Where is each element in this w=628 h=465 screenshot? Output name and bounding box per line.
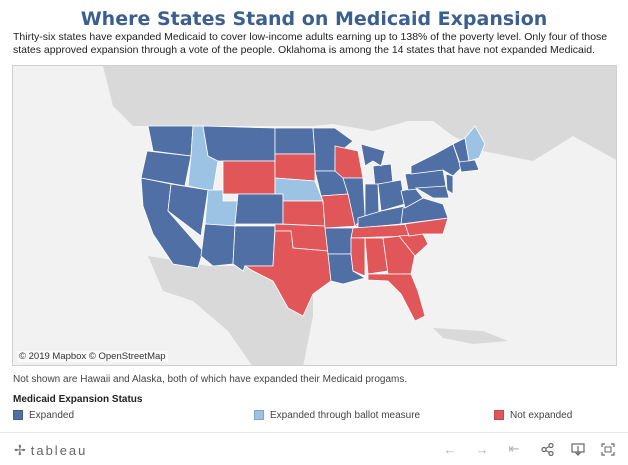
map-view[interactable]: © 2019 Mapbox © OpenStreetMap [12,65,617,366]
state-mississippi[interactable] [350,237,366,277]
fullscreen-icon[interactable] [598,440,618,458]
state-colorado[interactable] [234,193,284,225]
state-new-jersey[interactable] [445,173,454,195]
legend-item-expanded[interactable]: Expanded [13,409,74,421]
mexico-land [148,256,313,365]
state-texas[interactable] [243,230,332,317]
us-map[interactable] [13,66,617,366]
map-note: Not shown are Hawaii and Alaska, both of… [13,374,408,385]
state-massachusetts-ct-ri[interactable] [458,159,480,173]
state-maryland[interactable] [414,185,450,199]
state-north-dakota[interactable] [274,127,316,155]
state-utah[interactable] [204,189,239,227]
state-wyoming[interactable] [222,160,276,195]
canada-land [103,66,616,161]
tableau-wordmark: tableau [30,443,88,458]
revert-icon[interactable]: ⇤ [508,441,520,456]
legend-swatch-ballot [254,410,264,420]
state-florida[interactable] [367,273,426,322]
state-ohio[interactable] [377,179,406,212]
state-missouri[interactable] [320,193,359,229]
state-new-mexico[interactable] [232,225,276,272]
legend-item-not-expanded[interactable]: Not expanded [494,409,572,421]
legend-swatch-not-expanded [494,410,504,420]
state-new-york[interactable] [410,143,462,177]
legend-item-ballot[interactable]: Expanded through ballot measure [254,409,420,421]
tableau-toolbar: ✢ tableau ← → ⇤ [0,432,628,465]
state-nevada[interactable] [167,183,209,237]
legend-swatch-expanded [13,410,23,420]
legend-label: Expanded [29,409,75,421]
legend-label: Not expanded [510,409,573,421]
redo-icon[interactable]: → [475,441,489,457]
legend-title: Medicaid Expansion Status [13,394,143,405]
state-montana[interactable] [202,125,276,162]
state-michigan[interactable] [360,143,394,187]
states-layer[interactable] [140,125,486,322]
page-subtitle: Thirty-six states have expanded Medicaid… [13,31,608,56]
page-title: Where States Stand on Medicaid Expansion [80,8,548,30]
undo-icon[interactable]: ← [443,441,457,457]
state-maine[interactable] [464,125,486,162]
download-icon[interactable] [568,440,588,458]
cuba-land [433,328,508,344]
state-arizona[interactable] [200,223,236,267]
tableau-logo[interactable]: ✢ tableau [14,442,87,459]
legend-label: Expanded through ballot measure [270,409,421,421]
state-south-dakota[interactable] [274,153,316,182]
share-icon[interactable] [537,440,557,458]
tableau-cross-icon: ✢ [14,442,28,458]
map-attribution[interactable]: © 2019 Mapbox © OpenStreetMap [17,351,168,362]
state-kansas[interactable] [282,200,326,227]
state-arkansas[interactable] [324,227,354,255]
